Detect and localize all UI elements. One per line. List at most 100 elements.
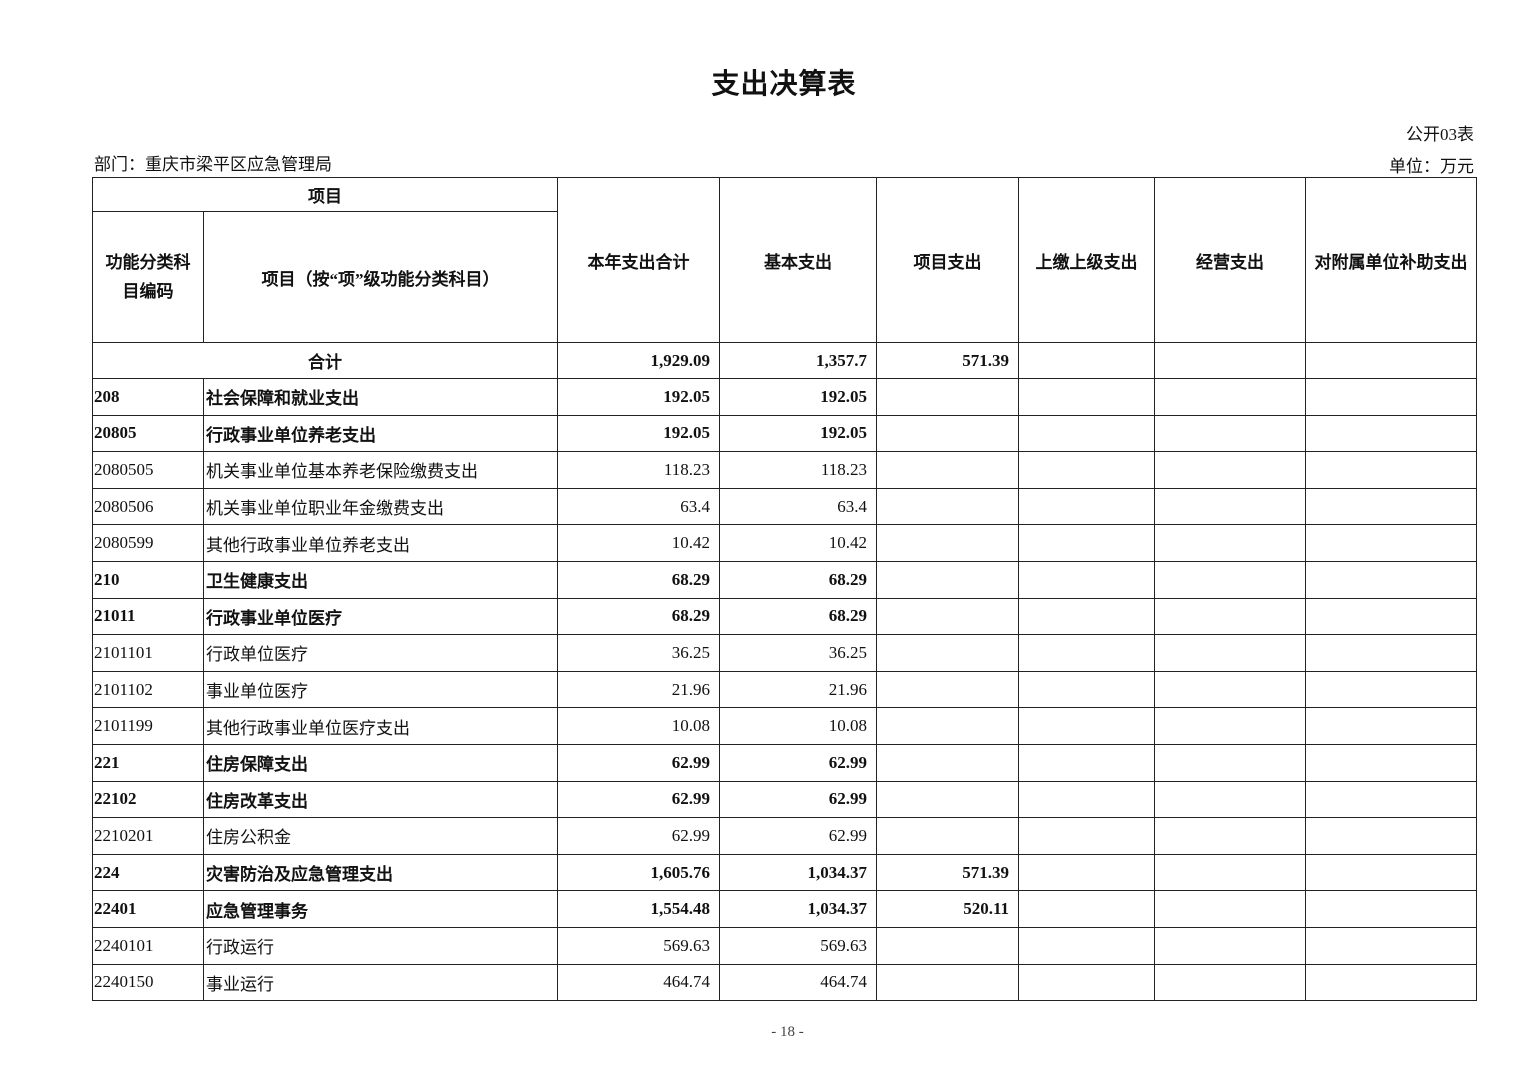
- total-cell: 36.25: [557, 634, 720, 672]
- project-cell: [876, 817, 1019, 855]
- total-basic: 1,357.7: [719, 342, 877, 379]
- business-cell: [1154, 890, 1306, 928]
- total-project: 571.39: [876, 342, 1019, 379]
- upper-cell: [1018, 853, 1155, 892]
- upper-cell: [1018, 560, 1155, 599]
- subsidy-cell: [1305, 524, 1477, 562]
- header-upper: 上缴上级支出: [1018, 177, 1155, 343]
- subsidy-cell: [1305, 451, 1477, 489]
- basic-cell: 192.05: [719, 414, 877, 453]
- name-cell: 住房改革支出: [203, 780, 558, 819]
- name-cell: 行政单位医疗: [203, 634, 558, 672]
- department-label: 部门：重庆市梁平区应急管理局: [94, 155, 332, 174]
- upper-cell: [1018, 780, 1155, 819]
- page-title: 支出决算表: [711, 69, 857, 100]
- upper-cell: [1018, 487, 1155, 526]
- upper-cell: [1018, 670, 1155, 709]
- project-cell: [876, 926, 1019, 965]
- code-cell: 20805: [92, 414, 204, 453]
- table-row: 221 住房保障支出 62.99 62.99: [92, 743, 1477, 782]
- code-cell: 208: [92, 378, 204, 416]
- basic-cell: 118.23: [719, 451, 877, 489]
- code-cell: 2101199: [92, 707, 204, 745]
- subsidy-cell: [1305, 743, 1477, 782]
- upper-cell: [1018, 743, 1155, 782]
- name-cell: 住房保障支出: [203, 743, 558, 782]
- basic-cell: 10.08: [719, 707, 877, 745]
- total-subsidy: [1305, 342, 1477, 379]
- business-cell: [1154, 560, 1306, 599]
- table-row: 224 灾害防治及应急管理支出 1,605.76 1,034.37 571.39: [92, 853, 1477, 892]
- business-cell: [1154, 817, 1306, 855]
- project-cell: [876, 743, 1019, 782]
- business-cell: [1154, 414, 1306, 453]
- basic-cell: 464.74: [719, 963, 877, 1002]
- total-cell: 1,554.48: [557, 890, 720, 928]
- total-cell: 68.29: [557, 597, 720, 636]
- name-cell: 社会保障和就业支出: [203, 378, 558, 416]
- business-cell: [1154, 487, 1306, 526]
- project-cell: 520.11: [876, 890, 1019, 928]
- code-cell: 2080506: [92, 487, 204, 526]
- expenditure-table: 项目 本年支出合计 基本支出 项目支出 上缴上级支出 经营支出 对附属单位补助支…: [92, 177, 1477, 1002]
- business-cell: [1154, 634, 1306, 672]
- project-cell: [876, 560, 1019, 599]
- table-number: 公开03表: [1406, 125, 1474, 144]
- basic-cell: 68.29: [719, 560, 877, 599]
- table-row: 2080599 其他行政事业单位养老支出 10.42 10.42: [92, 524, 1477, 562]
- header-project: 项目支出: [876, 177, 1019, 343]
- basic-cell: 63.4: [719, 487, 877, 526]
- upper-cell: [1018, 963, 1155, 1002]
- table-row: 2101102 事业单位医疗 21.96 21.96: [92, 670, 1477, 709]
- total-upper: [1018, 342, 1155, 379]
- name-cell: 应急管理事务: [203, 890, 558, 928]
- code-cell: 22102: [92, 780, 204, 819]
- name-cell: 灾害防治及应急管理支出: [203, 853, 558, 892]
- table-row: 2080505 机关事业单位基本养老保险缴费支出 118.23 118.23: [92, 451, 1477, 489]
- name-cell: 事业单位医疗: [203, 670, 558, 709]
- name-cell: 行政事业单位养老支出: [203, 414, 558, 453]
- header-subsidy: 对附属单位补助支出: [1305, 177, 1477, 343]
- unit-label: 单位：万元: [1389, 157, 1474, 176]
- table-row: 2240101 行政运行 569.63 569.63: [92, 926, 1477, 965]
- business-cell: [1154, 926, 1306, 965]
- subsidy-cell: [1305, 890, 1477, 928]
- project-cell: [876, 634, 1019, 672]
- header-basic: 基本支出: [719, 177, 877, 343]
- table-row: 2210201 住房公积金 62.99 62.99: [92, 817, 1477, 855]
- total-cell: 192.05: [557, 414, 720, 453]
- project-cell: [876, 963, 1019, 1002]
- upper-cell: [1018, 890, 1155, 928]
- total-cell: 62.99: [557, 743, 720, 782]
- project-cell: [876, 378, 1019, 416]
- business-cell: [1154, 670, 1306, 709]
- code-cell: 2240101: [92, 926, 204, 965]
- table-row: 22401 应急管理事务 1,554.48 1,034.37 520.11: [92, 890, 1477, 928]
- business-cell: [1154, 707, 1306, 745]
- total-cell: 118.23: [557, 451, 720, 489]
- basic-cell: 10.42: [719, 524, 877, 562]
- basic-cell: 192.05: [719, 378, 877, 416]
- code-cell: 2101102: [92, 670, 204, 709]
- subsidy-cell: [1305, 670, 1477, 709]
- total-business: [1154, 342, 1306, 379]
- upper-cell: [1018, 451, 1155, 489]
- subsidy-cell: [1305, 414, 1477, 453]
- basic-cell: 1,034.37: [719, 890, 877, 928]
- total-total: 1,929.09: [557, 342, 720, 379]
- upper-cell: [1018, 817, 1155, 855]
- header-total: 本年支出合计: [557, 177, 720, 343]
- business-cell: [1154, 451, 1306, 489]
- table-row: 2240150 事业运行 464.74 464.74: [92, 963, 1477, 1002]
- upper-cell: [1018, 926, 1155, 965]
- total-row: 合计 1,929.09 1,357.7 571.39: [92, 342, 1477, 379]
- total-cell: 1,605.76: [557, 853, 720, 892]
- project-cell: [876, 670, 1019, 709]
- total-label: 合计: [92, 342, 558, 379]
- table-row: 20805 行政事业单位养老支出 192.05 192.05: [92, 414, 1477, 453]
- basic-cell: 36.25: [719, 634, 877, 672]
- project-cell: [876, 451, 1019, 489]
- code-cell: 21011: [92, 597, 204, 636]
- header-name: 项目（按“项”级功能分类科目）: [203, 211, 558, 343]
- subsidy-cell: [1305, 487, 1477, 526]
